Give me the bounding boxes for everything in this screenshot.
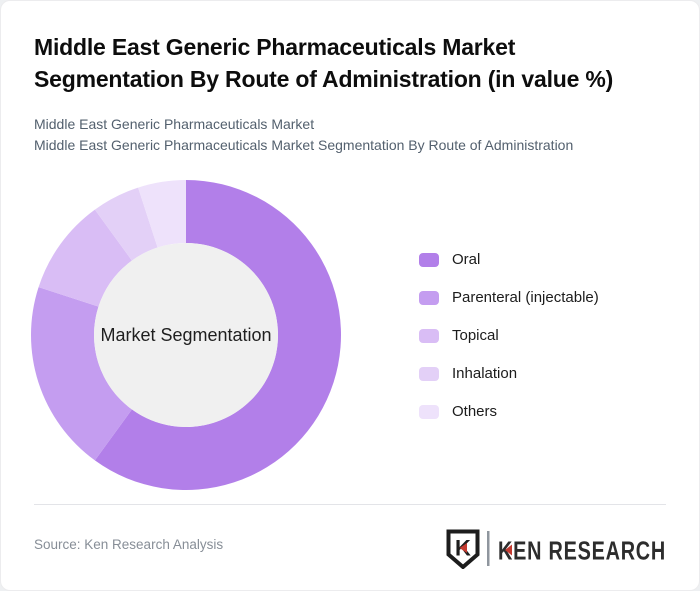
logo-wordmark: KEN RESEARCH <box>498 536 666 566</box>
donut-segment-inhalation <box>94 187 158 261</box>
legend-label: Others <box>452 403 498 420</box>
donut-segment-parenteral <box>31 287 132 461</box>
legend-item-inhalation: Inhalation <box>419 365 599 383</box>
subtitle-line-2: Middle East Generic Pharmaceuticals Mark… <box>34 137 574 153</box>
source-note: Source: Ken Research Analysis <box>34 537 224 552</box>
legend-swatch-parenteral <box>419 291 439 305</box>
legend-label: Topical <box>452 327 499 344</box>
donut-segment-topical <box>38 209 132 307</box>
legend-swatch-topical <box>419 329 439 343</box>
donut-segment-oral <box>94 180 341 490</box>
legend-label: Inhalation <box>452 365 518 382</box>
chart-legend: Oral Parenteral (injectable) Topical Inhala… <box>419 251 599 421</box>
legend-swatch-oral <box>419 253 439 267</box>
legend-item-parenteral: Parenteral (injectable) <box>419 289 599 307</box>
legend-swatch-inhalation <box>419 367 439 381</box>
page-title: Middle East Generic Pharmaceuticals Mark… <box>34 31 679 95</box>
title-line-2: Segmentation By Route of Administration … <box>34 66 614 92</box>
donut-chart: Market Segmentation <box>31 180 341 490</box>
subtitle-line-1: Middle East Generic Pharmaceuticals Mark… <box>34 116 315 132</box>
footer-divider <box>34 504 666 505</box>
shield-red-triangle-icon <box>459 543 467 553</box>
legend-label: Parenteral (injectable) <box>452 289 599 306</box>
donut-inner-circle <box>94 243 278 427</box>
donut-segment-others <box>138 180 186 248</box>
legend-swatch-others <box>419 405 439 419</box>
donut-svg <box>31 180 341 490</box>
ken-research-logo: K KEN RESEARCH <box>446 529 666 569</box>
legend-item-oral: Oral <box>419 251 599 269</box>
title-line-1: Middle East Generic Pharmaceuticals Mark… <box>34 34 516 60</box>
legend-label: Oral <box>452 251 481 268</box>
legend-item-others: Others <box>419 403 599 421</box>
subtitle: Middle East Generic Pharmaceuticals Mark… <box>34 114 679 156</box>
wordmark-red-triangle-icon <box>505 544 512 556</box>
legend-item-topical: Topical <box>419 327 599 345</box>
logo-separator <box>487 531 490 566</box>
